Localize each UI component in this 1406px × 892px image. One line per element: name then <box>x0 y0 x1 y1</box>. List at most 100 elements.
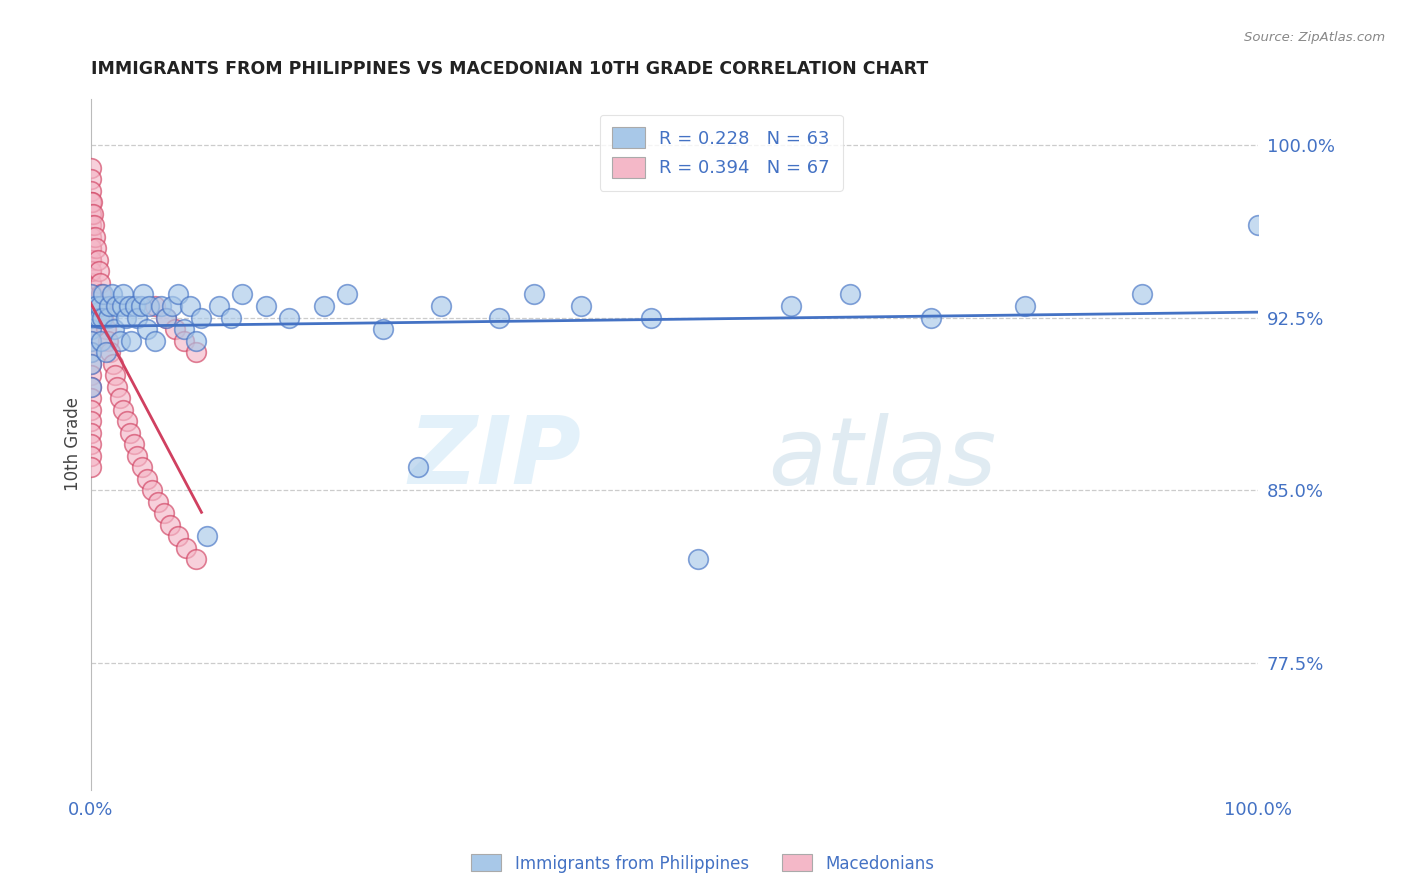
Point <box>115 414 138 428</box>
Point <box>406 460 429 475</box>
Point <box>79 241 101 255</box>
Point <box>79 449 101 463</box>
Point <box>112 287 135 301</box>
Point <box>314 299 336 313</box>
Point <box>79 264 101 278</box>
Point <box>84 230 107 244</box>
Point <box>79 276 101 290</box>
Point <box>79 184 101 198</box>
Point <box>114 310 136 325</box>
Point <box>219 310 242 325</box>
Point <box>138 299 160 313</box>
Text: atlas: atlas <box>768 413 997 504</box>
Point <box>149 299 172 313</box>
Point <box>89 299 111 313</box>
Point <box>153 507 176 521</box>
Point <box>127 310 149 325</box>
Point <box>79 299 101 313</box>
Point <box>108 391 131 405</box>
Point <box>120 425 142 440</box>
Point <box>104 368 127 383</box>
Point <box>97 310 120 325</box>
Point <box>90 287 112 301</box>
Point <box>231 287 253 301</box>
Point <box>118 299 141 313</box>
Point <box>79 287 101 301</box>
Point <box>141 483 163 498</box>
Point <box>129 299 152 313</box>
Point <box>163 322 186 336</box>
Point <box>79 334 101 348</box>
Legend: Immigrants from Philippines, Macedonians: Immigrants from Philippines, Macedonians <box>465 847 941 880</box>
Point <box>86 299 108 313</box>
Point <box>79 299 101 313</box>
Point <box>430 299 453 313</box>
Point <box>105 299 128 313</box>
Point <box>155 310 177 325</box>
Point <box>97 334 120 348</box>
Point <box>336 287 359 301</box>
Point <box>1014 299 1036 313</box>
Point <box>79 357 101 371</box>
Text: IMMIGRANTS FROM PHILIPPINES VS MACEDONIAN 10TH GRADE CORRELATION CHART: IMMIGRANTS FROM PHILIPPINES VS MACEDONIA… <box>90 60 928 78</box>
Point <box>686 552 709 566</box>
Point <box>1247 219 1270 233</box>
Point <box>87 264 110 278</box>
Point <box>208 299 231 313</box>
Point <box>100 345 122 359</box>
Point <box>569 299 592 313</box>
Point <box>111 299 134 313</box>
Point <box>79 207 101 221</box>
Point <box>108 334 131 348</box>
Point <box>79 402 101 417</box>
Point <box>780 299 803 313</box>
Point <box>93 310 115 325</box>
Point <box>79 287 101 301</box>
Point <box>184 334 207 348</box>
Point <box>278 310 301 325</box>
Point <box>124 299 146 313</box>
Point <box>79 334 101 348</box>
Point <box>79 357 101 371</box>
Point <box>79 310 101 325</box>
Point <box>79 425 101 440</box>
Point <box>173 322 195 336</box>
Point <box>838 287 860 301</box>
Point <box>94 345 117 359</box>
Point <box>79 195 101 210</box>
Point <box>90 334 112 348</box>
Point <box>80 195 103 210</box>
Point <box>89 276 111 290</box>
Point <box>91 310 114 325</box>
Point <box>254 299 277 313</box>
Point <box>79 322 101 336</box>
Y-axis label: 10th Grade: 10th Grade <box>65 397 82 491</box>
Point <box>79 172 101 186</box>
Point <box>98 299 121 313</box>
Point <box>371 322 394 336</box>
Point <box>79 368 101 383</box>
Point <box>167 287 190 301</box>
Point <box>103 322 125 336</box>
Point <box>79 379 101 393</box>
Point <box>159 517 181 532</box>
Point <box>112 402 135 417</box>
Point <box>101 357 124 371</box>
Point <box>86 241 108 255</box>
Point <box>176 541 198 555</box>
Point <box>135 472 157 486</box>
Point <box>488 310 510 325</box>
Point <box>173 334 195 348</box>
Point <box>79 391 101 405</box>
Point <box>86 252 108 267</box>
Point <box>127 449 149 463</box>
Point <box>122 437 145 451</box>
Point <box>79 310 101 325</box>
Text: Source: ZipAtlas.com: Source: ZipAtlas.com <box>1244 31 1385 45</box>
Point <box>79 264 101 278</box>
Point <box>120 334 142 348</box>
Point <box>79 345 101 359</box>
Point <box>79 161 101 175</box>
Point <box>1130 287 1153 301</box>
Point <box>93 287 115 301</box>
